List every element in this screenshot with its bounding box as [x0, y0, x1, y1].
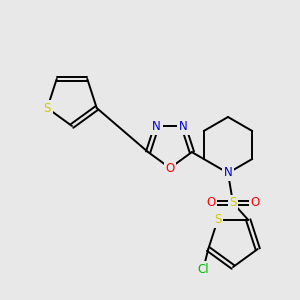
- Text: N: N: [152, 120, 161, 133]
- Text: O: O: [165, 161, 175, 175]
- Text: Cl: Cl: [197, 262, 209, 275]
- Text: S: S: [44, 101, 51, 115]
- Text: N: N: [179, 120, 188, 133]
- Text: N: N: [224, 167, 232, 179]
- Text: S: S: [214, 214, 221, 226]
- Text: O: O: [206, 196, 216, 209]
- Text: O: O: [250, 196, 260, 209]
- Text: S: S: [229, 196, 237, 209]
